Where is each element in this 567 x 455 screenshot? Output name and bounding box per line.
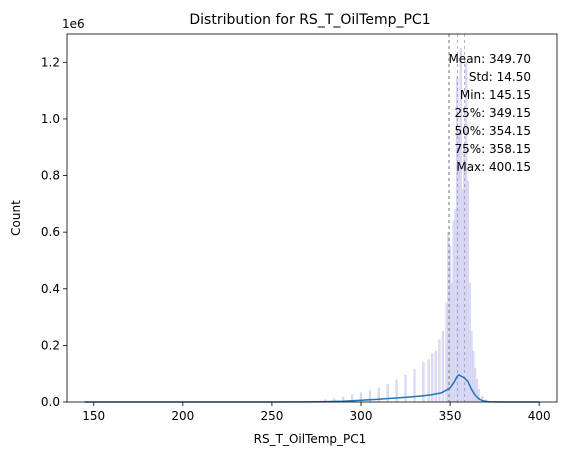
stat-50: 50%: 354.15 [454, 124, 531, 138]
statistic-lines [448, 34, 465, 402]
histogram-bar [445, 302, 448, 403]
x-axis-label: RS_T_OilTemp_PC1 [254, 432, 367, 446]
y-axis-label: Count [9, 200, 23, 236]
y-tick-label: 0.6 [41, 225, 60, 239]
y-tick-label: 0.8 [41, 169, 60, 183]
stat-75: 75%: 358.15 [454, 142, 531, 156]
plot-frame [66, 33, 558, 403]
x-tick-label: 350 [439, 409, 462, 423]
stat-max: Max: 400.15 [456, 160, 531, 174]
x-tick-label: 300 [350, 409, 373, 423]
histogram-bar [466, 180, 470, 403]
y-tick-label: 0.2 [41, 338, 60, 352]
y-tick-label: 1.0 [41, 112, 60, 126]
histogram-bar [461, 189, 464, 403]
y-tick-label: 0.0 [41, 395, 60, 409]
histogram-bar [454, 209, 457, 403]
y-tick-label: 0.4 [41, 282, 60, 296]
histogram-bar [475, 379, 478, 403]
x-tick-label: 400 [528, 409, 551, 423]
x-tick-label: 200 [171, 409, 194, 423]
statistics-box: Mean: 349.70 Std: 14.50 Min: 145.15 25%:… [448, 52, 531, 174]
chart-title: Distribution for RS_T_OilTemp_PC1 [189, 12, 430, 28]
stat-min: Min: 145.15 [460, 88, 531, 102]
y-axis-ticks: 0.0 0.2 0.4 0.6 0.8 1.0 1.2 [41, 55, 67, 409]
x-tick-label: 150 [82, 409, 105, 423]
stat-mean: Mean: 349.70 [448, 52, 531, 66]
x-axis-ticks: 150 200 250 300 350 400 [82, 402, 551, 423]
histogram-bar [477, 389, 480, 403]
y-tick-label: 1.2 [41, 55, 60, 69]
histogram-bar [473, 367, 477, 403]
kde-line [84, 373, 540, 403]
histogram-bar [452, 220, 455, 403]
x-tick-label: 250 [260, 409, 283, 423]
stat-std: Std: 14.50 [469, 70, 531, 84]
stat-25: 25%: 349.15 [454, 106, 531, 120]
y-axis-multiplier: 1e6 [62, 17, 85, 31]
